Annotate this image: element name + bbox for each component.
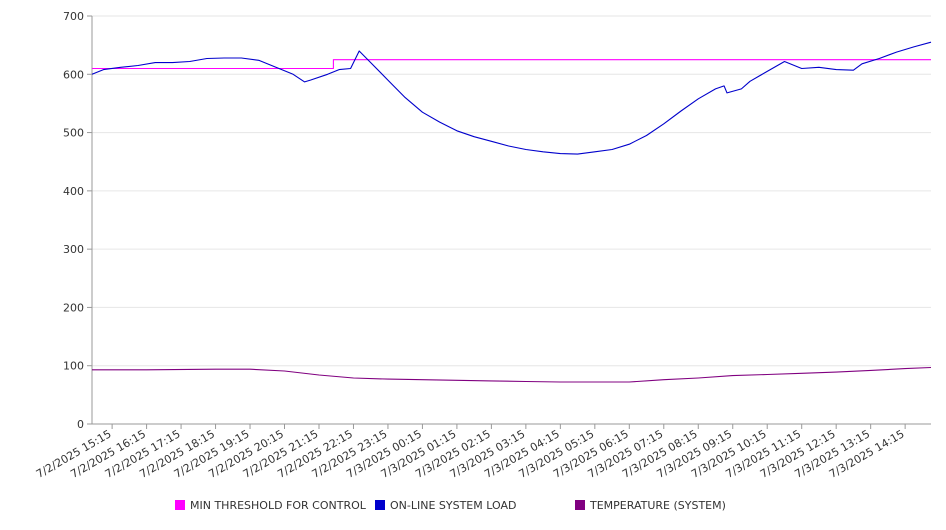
y-tick-label: 500	[63, 127, 84, 140]
legend-swatch	[375, 500, 385, 510]
y-tick-label: 200	[63, 301, 84, 314]
legend-swatch	[575, 500, 585, 510]
legend-label: MIN THRESHOLD FOR CONTROL	[190, 499, 367, 512]
legend-label: TEMPERATURE (SYSTEM)	[589, 499, 726, 512]
legend-label: ON-LINE SYSTEM LOAD	[390, 499, 516, 512]
series-line-0	[92, 59, 931, 70]
legend-swatch	[175, 500, 185, 510]
y-tick-label: 600	[63, 68, 84, 81]
y-tick-label: 0	[77, 418, 84, 431]
series-line-2	[92, 366, 932, 383]
y-tick-label: 400	[63, 185, 84, 198]
series-line-1	[91, 41, 932, 155]
y-tick-label: 300	[63, 243, 84, 256]
y-tick-label: 100	[63, 360, 84, 373]
y-tick-label: 700	[63, 10, 84, 23]
